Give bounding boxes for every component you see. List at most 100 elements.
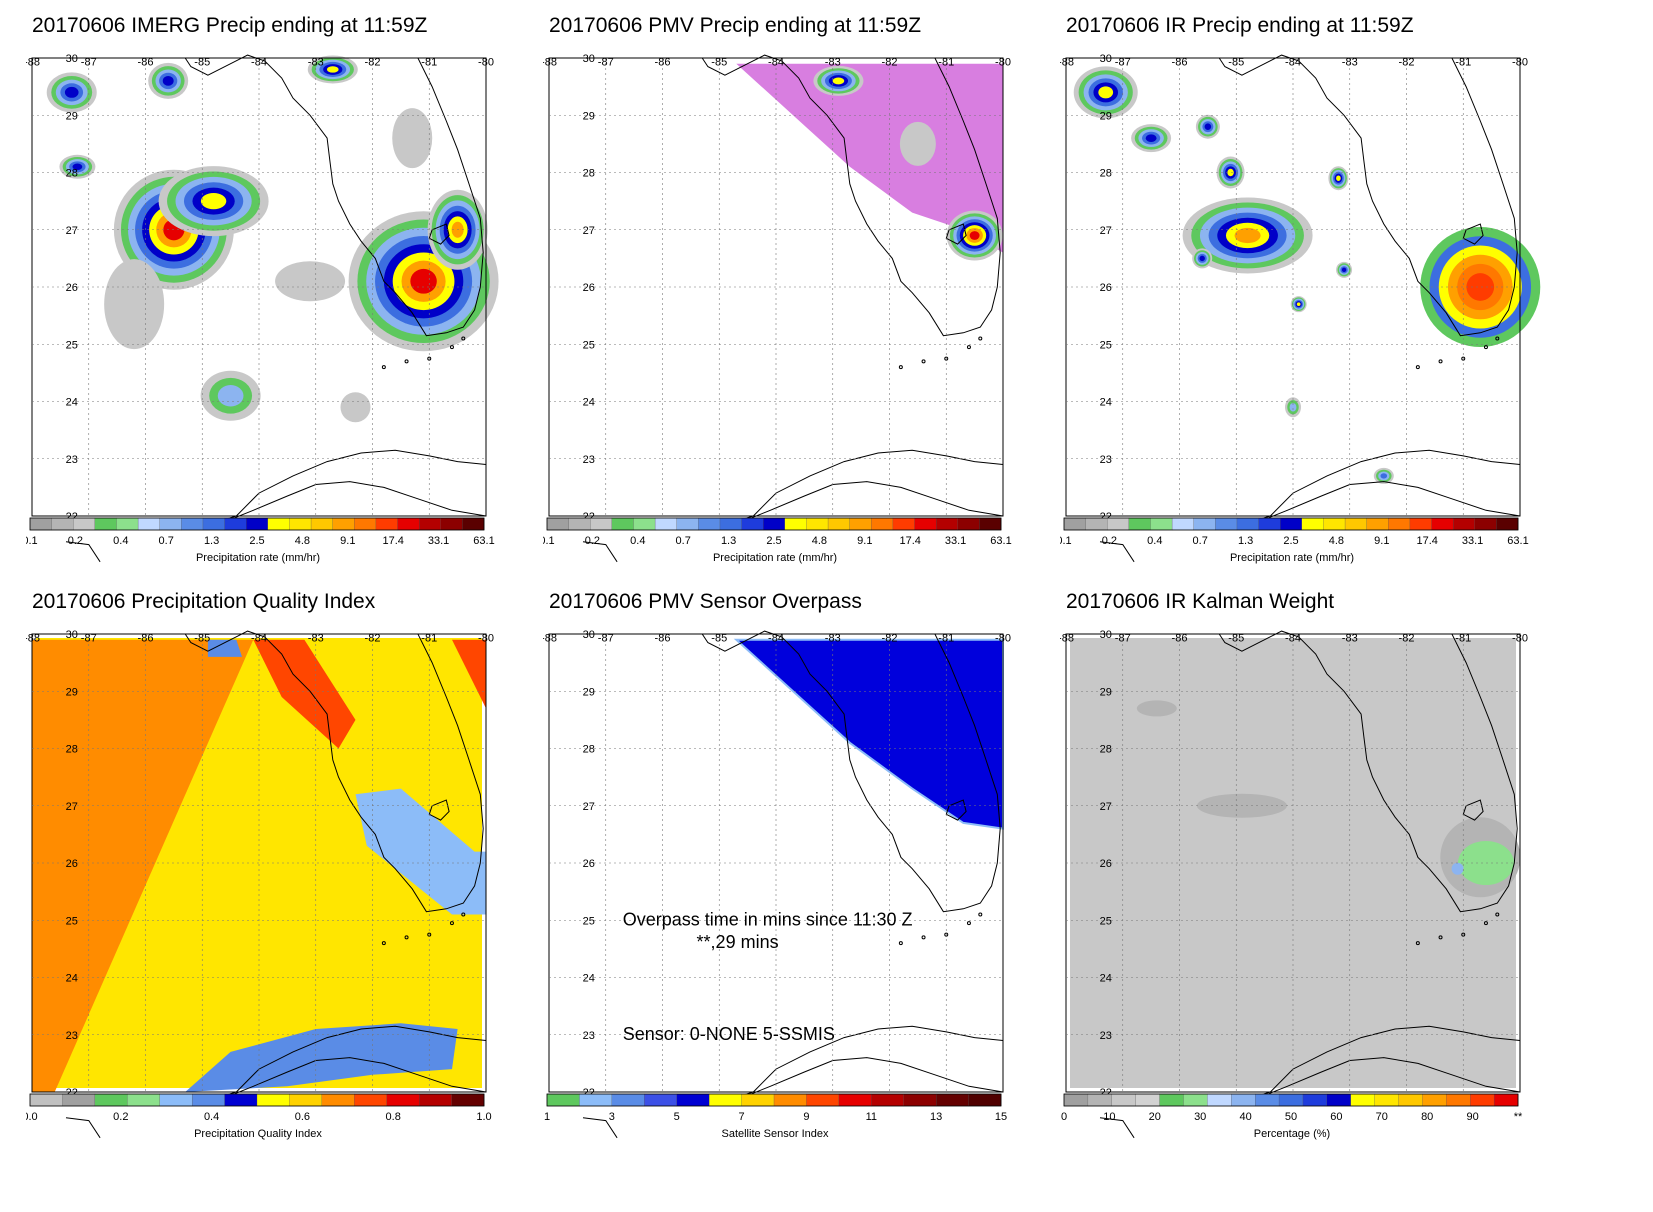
lon-tick-label: -87	[1115, 57, 1131, 69]
colorbar-swatch	[451, 1093, 485, 1107]
gridlines	[549, 58, 1003, 516]
florida-keys-island	[449, 921, 454, 926]
florida-keys-island	[1415, 941, 1420, 946]
lon-tick-label: -81	[421, 633, 437, 645]
colorbar-swatch	[354, 517, 377, 531]
colorbar-label: Precipitation rate (mm/hr)	[1229, 552, 1355, 564]
colorbar-swatch	[1344, 517, 1368, 531]
precip-contour	[217, 385, 244, 407]
lat-tick-label: 25	[583, 339, 595, 351]
colorbar-tick-label: 33.1	[428, 535, 449, 547]
light-rain-area	[340, 392, 371, 423]
cuba-north-coastline	[207, 449, 487, 526]
imerg-map: -88 -87 -86 -85 -84 -83 -82 -81 -80 30 29 28 27 26 25 2…	[26, 53, 499, 563]
overpass-map: -88 -87 -86 -85 -84 -83 -82 -81 -80 30 29 28 27 26 25 2…	[543, 629, 1011, 1139]
kalman-map: -88 -87 -86 -85 -84 -83 -82 -81 -80 30 29 28 27 26 25 2…	[1060, 629, 1528, 1139]
yucatan-coastline	[1099, 541, 1135, 563]
lat-tick-label: 29	[66, 110, 78, 122]
colorbar-swatch	[386, 1093, 420, 1107]
lon-tick-label: -83	[308, 633, 324, 645]
colorbar-swatch	[611, 517, 634, 531]
lon-tick-label: -87	[1115, 633, 1131, 645]
colorbar-tick-label: 50	[1285, 1111, 1297, 1123]
lon-tick-label: -86	[1172, 633, 1188, 645]
colorbar-swatch	[1063, 517, 1087, 531]
cuba-north-coastline	[724, 449, 1004, 526]
colorbar-swatch	[289, 517, 312, 531]
colorbar-swatch	[633, 517, 656, 531]
colorbar-swatch	[1374, 1093, 1399, 1107]
colorbar-tick-label: 9.1	[1374, 535, 1389, 547]
colorbar-swatch	[1159, 1093, 1184, 1107]
lon-tick-label: -88	[543, 57, 557, 69]
lat-tick-label: 29	[1100, 686, 1112, 698]
colorbar-swatch	[375, 517, 398, 531]
pqi-blue-region	[207, 639, 242, 657]
colorbar-swatch	[1135, 1093, 1161, 1107]
colorbar-swatch	[1446, 1093, 1471, 1107]
lake-okeechobee	[945, 223, 967, 245]
colorbar-frame	[1063, 517, 1519, 531]
colorbar-swatch	[246, 517, 269, 531]
lon-tick-label: -88	[543, 633, 557, 645]
colorbar-label: Precipitation rate (mm/hr)	[712, 552, 838, 564]
colorbar-tick-label: 4.8	[812, 535, 827, 547]
yucatan-coastline	[65, 1117, 101, 1139]
colorbar-swatch	[903, 1093, 937, 1107]
lat-tick-label: 26	[66, 282, 78, 294]
florida-keys-island	[381, 941, 386, 946]
lat-tick-label: 23	[583, 1030, 595, 1042]
florida-keys-island	[461, 336, 466, 341]
lon-tick-label: -86	[655, 57, 671, 69]
precip-cell-small	[1195, 114, 1220, 139]
colorbar-swatch	[289, 1093, 323, 1107]
colorbar-swatch	[418, 1093, 453, 1107]
kalman-blue-area	[1451, 862, 1464, 875]
colorbar-swatch	[1107, 517, 1130, 531]
colorbar-tick-label: 0.7	[676, 535, 691, 547]
lat-tick-label: 30	[66, 53, 78, 65]
colorbar-tick-label: 60	[1330, 1111, 1342, 1123]
colorbar-tick-label: 0.4	[630, 535, 645, 547]
colorbar-tick-label: 17.4	[899, 535, 920, 547]
lat-tick-label: 25	[66, 915, 78, 927]
colorbar-swatch	[579, 1093, 613, 1107]
precip-cell-central-gulf	[1182, 197, 1313, 274]
colorbar-swatch	[29, 517, 53, 531]
colorbar-swatch	[332, 517, 355, 531]
colorbar-swatch	[1207, 1093, 1232, 1107]
colorbar-tick-label: 0.8	[386, 1111, 401, 1123]
lon-tick-label: -86	[138, 633, 154, 645]
colorbar-swatch	[546, 1093, 580, 1107]
kalman-low-area	[1136, 700, 1177, 717]
colorbar-swatch	[838, 1093, 872, 1107]
lat-tick-label: 26	[583, 858, 595, 870]
florida-keys-island	[978, 912, 983, 917]
pqi-red-region	[452, 639, 486, 709]
lat-tick-label: 27	[66, 801, 78, 813]
colorbar-swatch	[397, 517, 420, 531]
lon-tick-label: -83	[308, 57, 324, 69]
precip-cell-bigbend	[813, 65, 864, 96]
colorbar-swatch	[1193, 517, 1216, 531]
colorbar-swatch	[827, 517, 851, 531]
lat-tick-label: 23	[66, 454, 78, 466]
colorbar-swatch	[741, 517, 764, 531]
lon-tick-label: -80	[478, 57, 494, 69]
colorbar-swatch	[1236, 517, 1260, 531]
precip-cell-north	[148, 62, 189, 99]
colorbar-swatch	[1452, 517, 1476, 531]
pqi-orange-region	[32, 639, 254, 1092]
lon-tick-label: -86	[138, 57, 154, 69]
precip-contour	[1380, 473, 1388, 479]
florida-keys-island	[404, 359, 409, 364]
cuba-south-coastline	[741, 481, 1004, 523]
colorbar-tick-label: 1.3	[204, 535, 219, 547]
lon-tick-label: -82	[1399, 633, 1415, 645]
florida-coastline	[1218, 54, 1518, 337]
precip-cell-small	[1373, 467, 1394, 484]
colorbar-tick-label: 20	[1149, 1111, 1161, 1123]
colorbar-swatch	[644, 1093, 678, 1107]
colorbar-tick-label: 70	[1376, 1111, 1388, 1123]
florida-coastline	[1218, 630, 1518, 913]
